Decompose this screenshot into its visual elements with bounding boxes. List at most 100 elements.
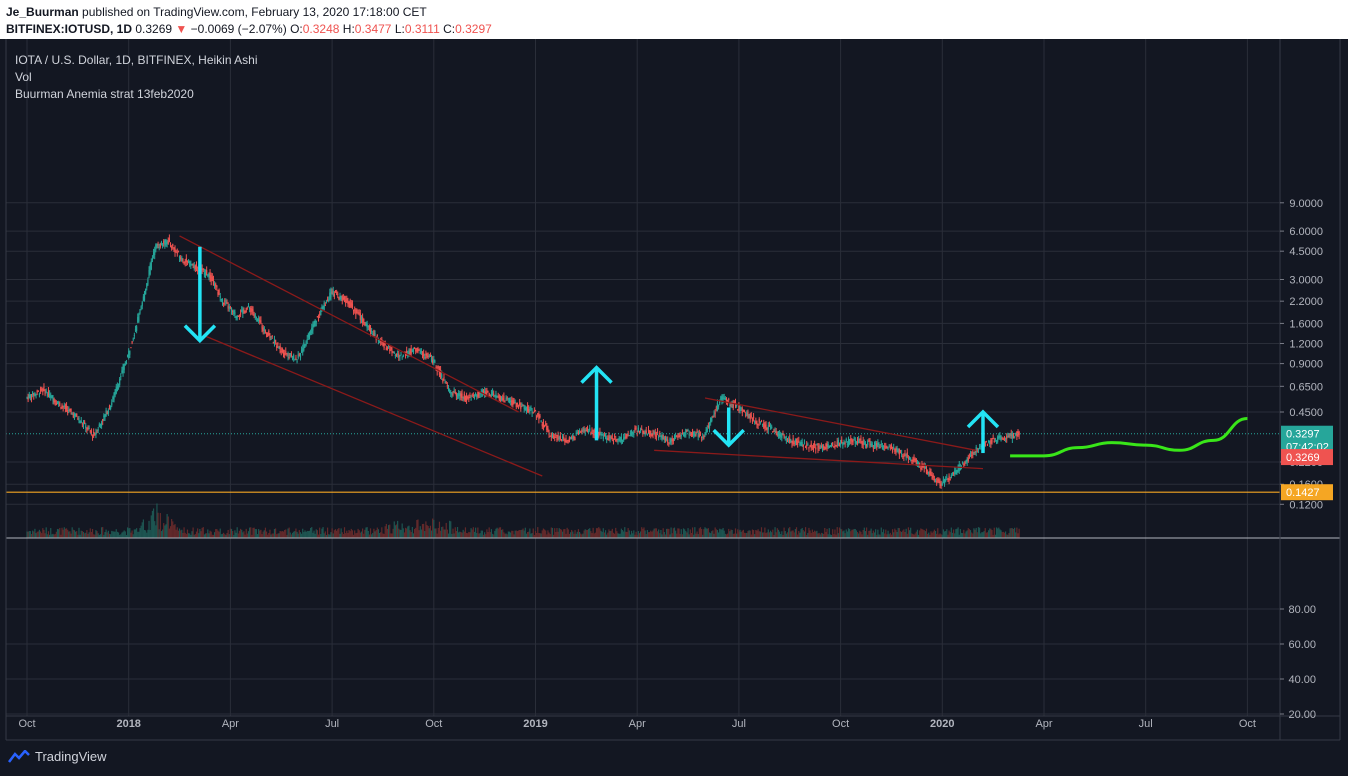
candle-body [781,433,783,438]
volume-bar [224,534,226,538]
candle-body [398,353,400,358]
legend-title: IOTA / U.S. Dollar, 1D, BITFINEX, Heikin… [15,53,258,67]
volume-bar [395,524,398,538]
candle-body [588,430,590,433]
candle-body [691,430,694,435]
candle-body [155,244,157,250]
volume-bar [409,530,411,538]
volume-bar [225,534,227,538]
volume-bar [425,521,427,538]
volume-bar [465,532,468,538]
volume-bar [185,534,187,538]
candle-body [760,420,763,422]
candle-body [521,403,523,405]
candle-body [317,316,320,319]
candle-body [937,479,939,482]
volume-bar [351,530,354,538]
volume-bar [64,528,67,538]
volume-bar [801,527,803,538]
volume-bar [268,533,270,538]
volume-bar [401,523,403,538]
candle-body [129,350,131,355]
candle-body [860,438,862,444]
volume-bar [934,530,937,538]
candle-body [125,362,128,364]
candle-body [138,314,140,322]
volume-bar [246,533,248,538]
candle-body [786,439,789,441]
volume-bar [856,532,859,538]
candle-body [315,320,317,323]
volume-bar [247,531,250,538]
candle-body [316,316,319,318]
time-tick-label: Oct [1239,718,1256,730]
volume-bar [371,534,373,538]
volume-bar [843,530,845,538]
footer: TradingView [0,741,1348,776]
candle-body [543,425,546,427]
volume-bar [430,530,433,538]
volume-bar [746,532,748,538]
volume-bar [689,529,691,538]
candle-body [739,408,741,411]
candle-body [830,442,833,447]
candle-body [817,444,819,450]
candle-body [447,389,450,391]
candle-body [38,394,41,396]
volume-bar [897,527,899,538]
volume-bar [299,532,302,538]
author-name[interactable]: Je_Buurman [6,5,79,19]
volume-bar [773,534,775,538]
volume-bar [691,527,694,538]
candle-body [910,458,912,460]
candle-body [662,434,664,440]
volume-bar [772,529,774,538]
candle-body [715,407,717,409]
volume-bar [969,530,972,538]
volume-bar [628,530,630,538]
candle-body [290,354,293,357]
volume-bar [833,534,835,538]
volume-bar [279,531,281,538]
time-tick-label: Apr [1035,718,1052,730]
volume-bar [876,534,878,538]
candle-body [889,447,891,449]
candle-body [795,440,798,442]
change-down-icon: ▼ [175,22,188,36]
volume-bar [441,527,443,538]
volume-bar [983,530,985,538]
candle-body [216,285,218,288]
candle-body [183,262,185,264]
candle-body [649,430,651,436]
volume-bar [147,529,149,538]
volume-bar [498,527,500,538]
volume-bar [680,529,682,538]
volume-bar [261,534,263,538]
volume-bar [714,527,716,538]
volume-bar [959,529,961,538]
candle-body [698,432,700,437]
candle-body [651,433,653,437]
volume-bar [675,530,677,538]
candle-body [559,435,561,440]
price-tick-label: 0.4500 [1289,407,1323,419]
candle-body [136,326,138,332]
candle-body [756,423,758,425]
volume-bar [650,530,652,538]
candle-body [699,431,702,435]
candle-body [43,386,45,388]
volume-bar [264,527,267,538]
volume-bar [558,528,560,538]
candle-body [550,432,552,438]
candle-body [233,310,235,315]
price-chart[interactable]: 9.00006.00004.50003.00002.20001.60001.20… [0,39,1348,741]
volume-bar [510,532,512,538]
volume-bar [133,529,135,538]
volume-bar [820,532,822,538]
tradingview-logo[interactable]: TradingView [8,749,107,764]
candle-body [1009,434,1011,436]
candle-body [853,438,855,440]
volume-bar [141,522,143,538]
volume-bar [663,532,665,538]
candle-body [475,393,477,396]
